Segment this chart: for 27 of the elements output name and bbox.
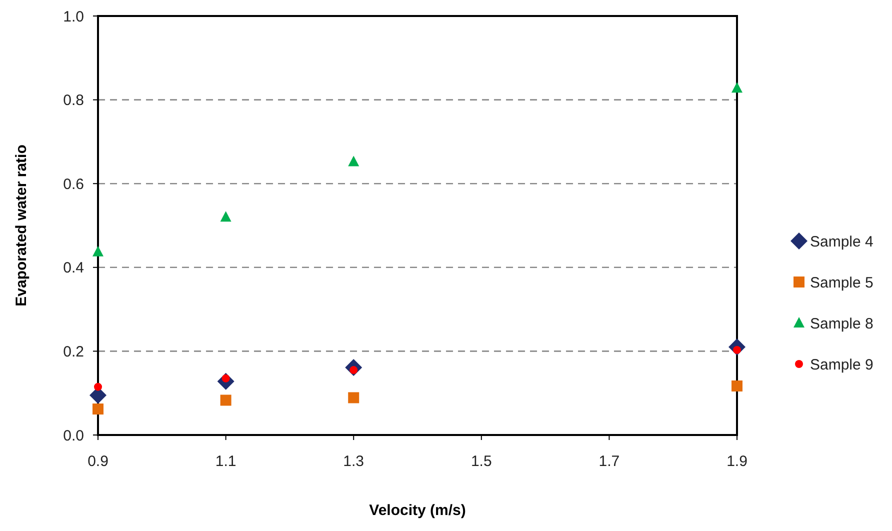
point [732,380,742,392]
point [92,404,104,415]
x-tick-label: 1.3 [343,453,364,470]
point [348,392,360,404]
x-tick-label: 1.5 [470,453,492,470]
legend-label: Sample 4 [810,233,874,250]
x-tick-label: 1.1 [215,453,236,470]
point [220,394,232,406]
y-tick-label: 0.8 [63,92,84,110]
point [348,156,360,166]
legend-label: Sample 8 [810,315,874,332]
point [94,382,102,391]
x-tick-label: 1.7 [598,453,620,470]
x-tick-label: 0.9 [88,453,108,470]
y-tick-label: 0.0 [63,427,84,444]
point [220,211,232,222]
y-axis-title: Evaporated water ratio [13,144,30,306]
y-tick-label: 1.0 [63,8,84,26]
point [92,246,104,256]
point [732,82,742,93]
y-tick-label: 0.2 [63,343,84,360]
y-tick-label: 0.6 [63,176,84,193]
legend-label: Sample 9 [810,356,874,374]
x-axis-title: Velocity (m/s) [369,502,466,519]
y-tick-label: 0.4 [63,260,84,277]
legend-label: Sample 5 [810,274,874,292]
x-tick-label: 1.9 [726,453,748,470]
